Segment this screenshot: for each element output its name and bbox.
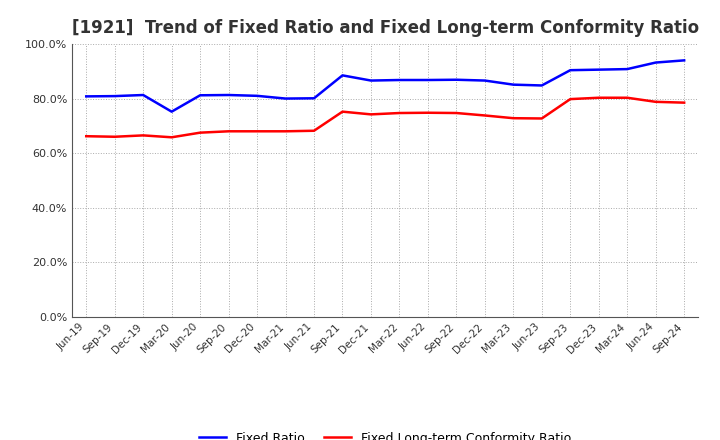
Fixed Long-term Conformity Ratio <box>338 109 347 114</box>
Fixed Ratio <box>480 78 489 83</box>
Fixed Ratio <box>82 94 91 99</box>
Fixed Long-term Conformity Ratio <box>652 99 660 104</box>
Fixed Long-term Conformity Ratio <box>452 110 461 116</box>
Fixed Ratio <box>623 66 631 72</box>
Fixed Long-term Conformity Ratio <box>225 128 233 134</box>
Fixed Long-term Conformity Ratio <box>282 128 290 134</box>
Fixed Ratio <box>110 93 119 99</box>
Fixed Ratio <box>423 77 432 83</box>
Title: [1921]  Trend of Fixed Ratio and Fixed Long-term Conformity Ratio: [1921] Trend of Fixed Ratio and Fixed Lo… <box>71 19 699 37</box>
Fixed Long-term Conformity Ratio <box>623 95 631 100</box>
Fixed Long-term Conformity Ratio <box>537 116 546 121</box>
Fixed Ratio <box>282 96 290 101</box>
Fixed Long-term Conformity Ratio <box>680 100 688 105</box>
Fixed Ratio <box>366 78 375 83</box>
Fixed Long-term Conformity Ratio <box>423 110 432 115</box>
Fixed Long-term Conformity Ratio <box>253 128 261 134</box>
Fixed Long-term Conformity Ratio <box>595 95 603 100</box>
Fixed Ratio <box>139 92 148 98</box>
Fixed Ratio <box>395 77 404 83</box>
Fixed Ratio <box>338 73 347 78</box>
Fixed Long-term Conformity Ratio <box>310 128 318 133</box>
Fixed Long-term Conformity Ratio <box>566 96 575 102</box>
Fixed Ratio <box>310 95 318 101</box>
Fixed Long-term Conformity Ratio <box>82 134 91 139</box>
Fixed Long-term Conformity Ratio <box>139 133 148 138</box>
Fixed Long-term Conformity Ratio <box>196 130 204 136</box>
Fixed Ratio <box>225 92 233 98</box>
Fixed Long-term Conformity Ratio <box>480 113 489 118</box>
Fixed Ratio <box>452 77 461 82</box>
Fixed Ratio <box>680 58 688 63</box>
Line: Fixed Long-term Conformity Ratio: Fixed Long-term Conformity Ratio <box>86 98 684 137</box>
Fixed Ratio <box>652 60 660 65</box>
Fixed Ratio <box>537 83 546 88</box>
Fixed Ratio <box>167 109 176 114</box>
Fixed Ratio <box>196 93 204 98</box>
Fixed Long-term Conformity Ratio <box>110 134 119 139</box>
Fixed Ratio <box>566 68 575 73</box>
Fixed Ratio <box>595 67 603 72</box>
Fixed Ratio <box>253 93 261 99</box>
Fixed Long-term Conformity Ratio <box>395 110 404 116</box>
Fixed Long-term Conformity Ratio <box>167 135 176 140</box>
Fixed Long-term Conformity Ratio <box>509 116 518 121</box>
Line: Fixed Ratio: Fixed Ratio <box>86 60 684 112</box>
Fixed Long-term Conformity Ratio <box>366 112 375 117</box>
Fixed Ratio <box>509 82 518 87</box>
Legend: Fixed Ratio, Fixed Long-term Conformity Ratio: Fixed Ratio, Fixed Long-term Conformity … <box>194 427 577 440</box>
